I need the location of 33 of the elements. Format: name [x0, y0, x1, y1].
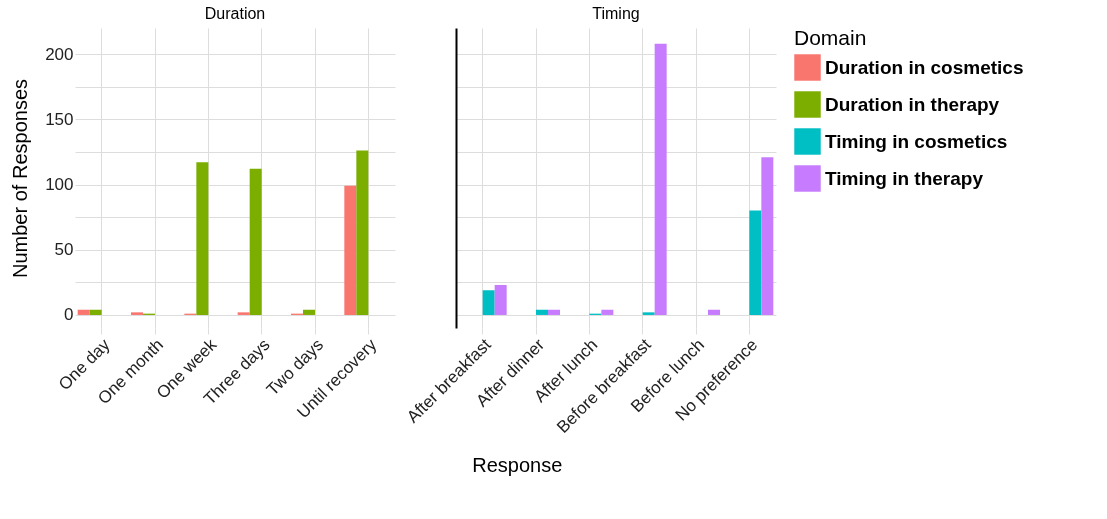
bar: [482, 290, 495, 315]
y-tick-label: 100: [45, 175, 74, 195]
chart-title: Duration: [204, 5, 266, 22]
bar: [601, 309, 614, 315]
bar: [654, 43, 667, 315]
bar: [749, 210, 762, 315]
bar: [196, 162, 209, 315]
bar: [536, 309, 548, 315]
chart-title: Timing: [592, 5, 640, 22]
bar: [249, 168, 262, 315]
bar: [548, 309, 560, 315]
bar: [356, 150, 369, 315]
legend-label: Timing in therapy: [825, 167, 984, 189]
legend-label: Timing in cosmetics: [825, 130, 1008, 152]
legend-title: Domain: [794, 26, 867, 49]
bar: [131, 312, 143, 315]
bar: [761, 157, 774, 315]
y-tick-label: 150: [45, 109, 74, 129]
legend-label: Duration in therapy: [825, 93, 1000, 115]
bar: [77, 309, 90, 315]
bar: [344, 185, 357, 315]
bar: [708, 309, 720, 315]
y-tick-label: 200: [45, 44, 74, 64]
x-axis-title: Response: [472, 453, 563, 476]
bar: [494, 284, 507, 315]
y-tick-label: 50: [54, 240, 74, 260]
legend-label: Duration in cosmetics: [825, 56, 1024, 78]
bar: [303, 309, 315, 315]
bar: [237, 312, 250, 315]
y-tick-label: 0: [64, 305, 74, 325]
bar: [89, 309, 102, 315]
y-axis-title: Number of Responses: [9, 79, 32, 278]
bar: [642, 312, 655, 315]
